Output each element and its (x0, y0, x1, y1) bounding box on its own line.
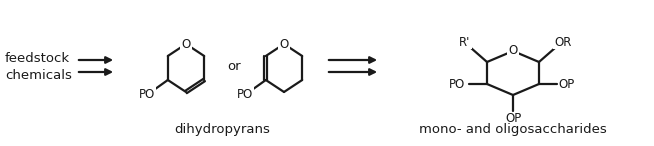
Text: feedstock
chemicals: feedstock chemicals (5, 52, 72, 82)
Text: PO: PO (449, 78, 465, 91)
Text: dihydropyrans: dihydropyrans (174, 122, 270, 135)
Text: mono- and oligosaccharides: mono- and oligosaccharides (419, 122, 607, 135)
Text: O: O (279, 38, 288, 51)
Text: R': R' (459, 35, 471, 48)
Text: OP: OP (559, 78, 575, 91)
Text: or: or (227, 60, 241, 73)
Text: PO: PO (139, 87, 155, 100)
Text: O: O (508, 45, 517, 58)
Text: O: O (181, 38, 190, 51)
Text: PO: PO (237, 87, 253, 100)
Text: OR: OR (555, 35, 572, 48)
Text: OP: OP (505, 113, 521, 126)
